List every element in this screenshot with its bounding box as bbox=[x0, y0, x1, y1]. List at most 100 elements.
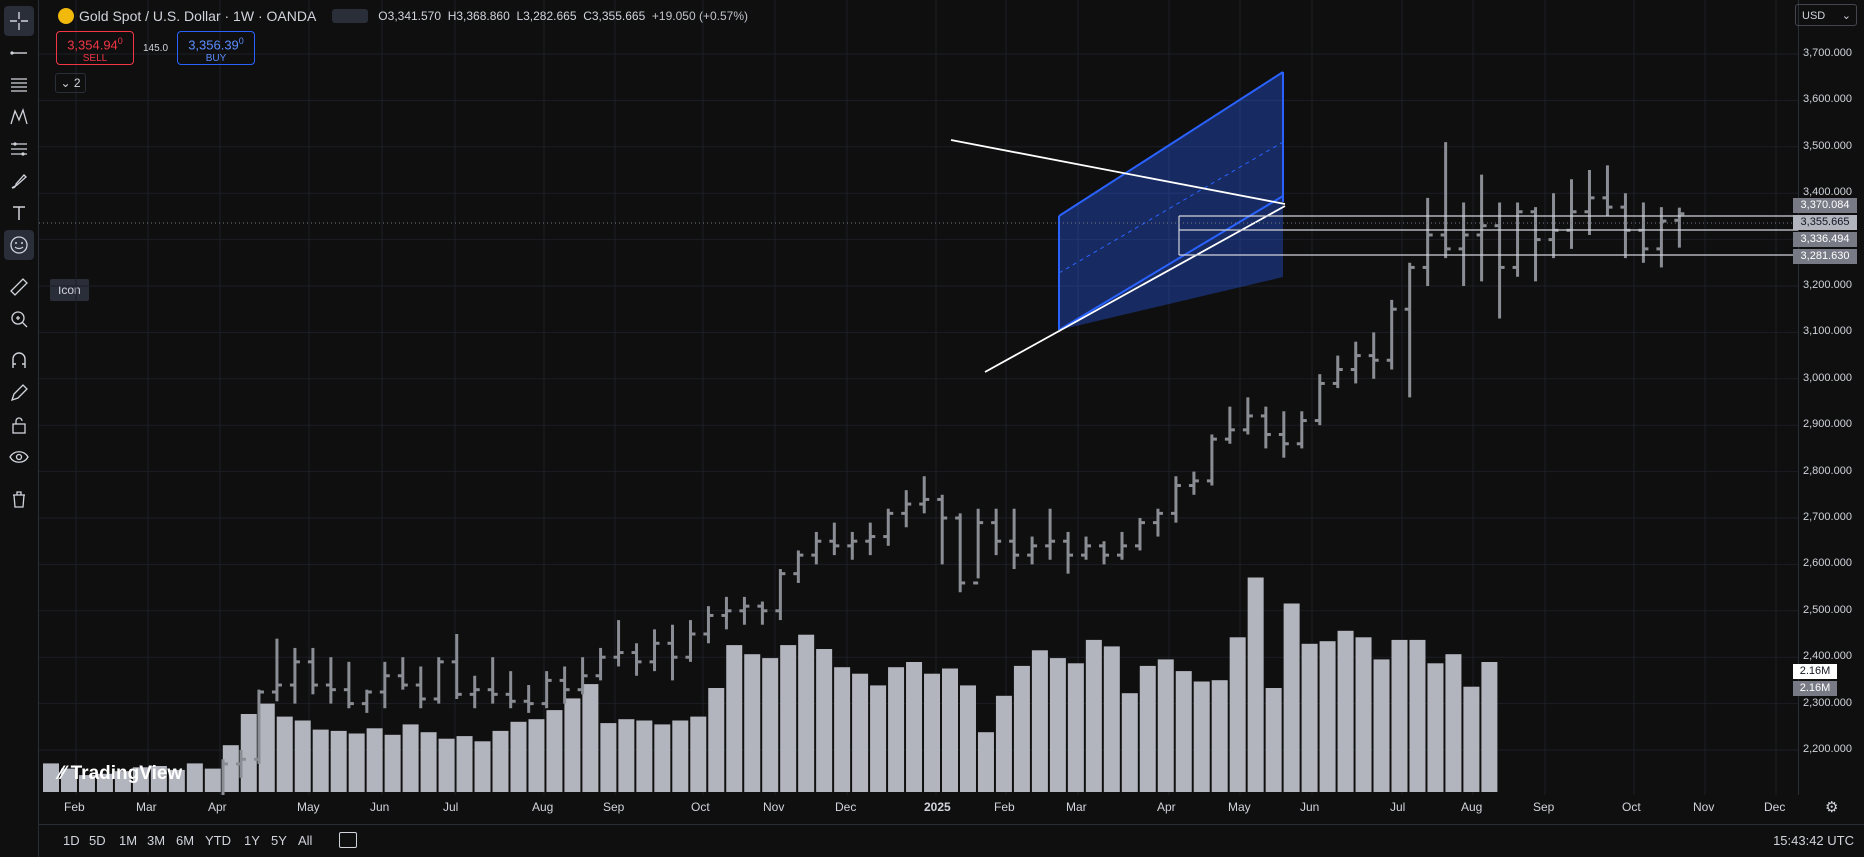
volume-bar bbox=[1121, 693, 1138, 792]
time-label: Mar bbox=[1066, 800, 1087, 814]
time-label: Jun bbox=[1300, 800, 1320, 814]
volume-bar bbox=[204, 768, 221, 792]
volume-bar bbox=[995, 695, 1012, 792]
time-label: Feb bbox=[994, 800, 1015, 814]
time-label: Jul bbox=[1390, 800, 1406, 814]
volume-bar bbox=[1373, 659, 1390, 792]
timeframe-all[interactable]: All bbox=[298, 833, 313, 848]
volume-bar bbox=[600, 723, 617, 792]
volume-bar bbox=[330, 730, 347, 792]
low-value: 3,282.665 bbox=[523, 9, 577, 23]
volume-bar bbox=[132, 767, 149, 792]
time-label: 2025 bbox=[924, 800, 951, 814]
volume-bar bbox=[977, 732, 994, 792]
volume-bar bbox=[1247, 577, 1264, 792]
crosshair-icon[interactable] bbox=[4, 6, 34, 36]
time-label: Jun bbox=[370, 800, 390, 814]
eye-icon[interactable] bbox=[4, 442, 34, 472]
volume-bar bbox=[222, 745, 239, 792]
volume-bar bbox=[384, 734, 401, 792]
channel-mid bbox=[1058, 141, 1284, 274]
price-label: 3,500.000 bbox=[1803, 139, 1852, 152]
prediction-icon[interactable] bbox=[4, 134, 34, 164]
currency-select[interactable]: USD ⌄ bbox=[1795, 4, 1857, 26]
timeframe-ytd[interactable]: YTD bbox=[205, 833, 231, 848]
text-icon[interactable] bbox=[4, 198, 34, 228]
lock-icon[interactable] bbox=[4, 410, 34, 440]
zoom-icon[interactable] bbox=[4, 304, 34, 334]
volume-bar bbox=[294, 720, 311, 792]
symbol-legend[interactable]: Gold Spot / U.S. Dollar · 1W · OANDA O3,… bbox=[58, 6, 748, 26]
price-label: 3,400.000 bbox=[1803, 186, 1852, 199]
volume-bar bbox=[744, 654, 761, 792]
volume-bar bbox=[1337, 630, 1354, 792]
volume-bar bbox=[1427, 663, 1444, 792]
volume-bar bbox=[654, 724, 671, 792]
volume-bar bbox=[690, 716, 707, 792]
volume-bar bbox=[582, 684, 599, 792]
pattern-icon[interactable] bbox=[4, 102, 34, 132]
volume-bar bbox=[906, 662, 923, 792]
timeframe-1d[interactable]: 1D bbox=[63, 833, 80, 848]
volume-bar bbox=[924, 673, 941, 792]
volume-bar bbox=[1139, 665, 1156, 792]
volume-bar bbox=[942, 668, 958, 792]
timeframe-1y[interactable]: 1Y bbox=[244, 833, 260, 848]
timeframe-5y[interactable]: 5Y bbox=[271, 833, 287, 848]
time-label: Nov bbox=[763, 800, 785, 814]
timeframe-1m[interactable]: 1M bbox=[119, 833, 138, 848]
volume-bar bbox=[834, 667, 851, 792]
volume-bar bbox=[564, 698, 581, 792]
volume-bar bbox=[959, 685, 976, 792]
buy-button[interactable]: 3,356.390 BUY bbox=[177, 31, 255, 65]
timeframe-5d[interactable]: 5D bbox=[89, 833, 106, 848]
price-label: 2,800.000 bbox=[1803, 464, 1852, 477]
time-label: Dec bbox=[1764, 800, 1786, 814]
magnet-icon[interactable] bbox=[4, 346, 34, 376]
time-label: Mar bbox=[136, 800, 157, 814]
emoji-icon[interactable] bbox=[4, 230, 34, 260]
settings-gear-icon[interactable]: ⚙ bbox=[1825, 799, 1839, 816]
brush-icon[interactable] bbox=[4, 166, 34, 196]
change-value: +19.050 (+0.57%) bbox=[651, 9, 748, 23]
volume-bar bbox=[1067, 663, 1084, 792]
time-label: Feb bbox=[64, 800, 85, 814]
chart-area[interactable]: ⁄⁄ TradingView bbox=[39, 0, 1798, 795]
volume-bar bbox=[186, 763, 203, 792]
pencil-lock-icon[interactable] bbox=[4, 378, 34, 408]
indicators-collapse-button[interactable]: ⌄ 2 bbox=[55, 73, 86, 93]
time-axis[interactable]: Feb Mar Apr May Jun Jul Aug Sep Oct Nov Dec 2025 Feb… bbox=[39, 795, 1838, 823]
sell-button[interactable]: 3,354.940 SELL bbox=[56, 31, 134, 65]
trash-icon[interactable] bbox=[4, 484, 34, 514]
timeframe-6m[interactable]: 6M bbox=[176, 833, 195, 848]
volume-tag: 2.16M bbox=[1793, 664, 1837, 679]
time-label: Jul bbox=[443, 800, 459, 814]
volume-bar bbox=[1229, 637, 1246, 792]
price-tag: 3,336.494 bbox=[1793, 232, 1857, 247]
price-label: 2,400.000 bbox=[1803, 650, 1852, 663]
volume-bar bbox=[780, 645, 797, 792]
price-label: 2,500.000 bbox=[1803, 603, 1852, 616]
drawing-toolbar bbox=[0, 0, 39, 857]
price-chart[interactable]: ⁄⁄ TradingView bbox=[39, 0, 1798, 795]
volume-bar bbox=[168, 769, 185, 792]
volume-bar bbox=[114, 771, 131, 792]
time-label: Sep bbox=[603, 800, 625, 814]
visibility-toggle-icon[interactable] bbox=[332, 9, 369, 23]
volume-bar bbox=[60, 768, 77, 792]
ruler-icon[interactable] bbox=[4, 272, 34, 302]
volume-bar bbox=[438, 738, 455, 792]
timeframe-3m[interactable]: 3M bbox=[147, 833, 166, 848]
spread-value: 145.0 bbox=[143, 43, 169, 54]
fib-icon[interactable] bbox=[4, 70, 34, 100]
time-label: Nov bbox=[1693, 800, 1715, 814]
price-tag: 3,370.084 bbox=[1793, 198, 1857, 213]
date-range-icon[interactable] bbox=[339, 832, 357, 848]
volume-bar bbox=[240, 714, 257, 792]
symbol-title[interactable]: Gold Spot / U.S. Dollar · 1W · OANDA bbox=[79, 8, 317, 24]
clock[interactable]: 15:43:42 UTC bbox=[1773, 833, 1854, 848]
volume-bar bbox=[96, 773, 113, 792]
trend-line-icon[interactable] bbox=[4, 38, 34, 68]
price-label: 3,200.000 bbox=[1803, 279, 1852, 291]
channel-upper bbox=[1058, 71, 1284, 217]
